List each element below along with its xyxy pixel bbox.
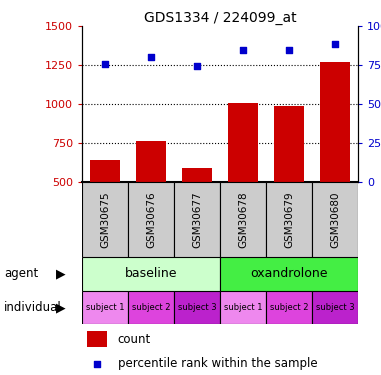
Text: count: count: [118, 333, 151, 345]
Text: subject 1: subject 1: [86, 303, 124, 312]
Text: ▶: ▶: [56, 267, 66, 280]
Text: subject 2: subject 2: [132, 303, 170, 312]
Bar: [320, 62, 350, 182]
Bar: [174, 182, 220, 257]
Point: [194, 63, 200, 69]
Point: [332, 41, 338, 47]
Text: baseline: baseline: [125, 267, 177, 280]
Bar: [274, 106, 304, 182]
Point: [102, 62, 108, 68]
Text: percentile rank within the sample: percentile rank within the sample: [118, 357, 317, 370]
Bar: [128, 182, 174, 257]
Text: GSM30679: GSM30679: [284, 191, 294, 248]
Text: GSM30680: GSM30680: [330, 191, 340, 248]
Bar: [87, 331, 107, 347]
Bar: [174, 291, 220, 324]
Bar: [82, 257, 220, 291]
Text: subject 2: subject 2: [270, 303, 308, 312]
Point: [240, 46, 246, 53]
Text: subject 3: subject 3: [178, 303, 216, 312]
Bar: [136, 141, 166, 182]
Bar: [266, 291, 312, 324]
Text: GSM30676: GSM30676: [146, 191, 156, 248]
Text: GSM30678: GSM30678: [238, 191, 248, 248]
Bar: [82, 182, 128, 257]
Point: [286, 46, 292, 53]
Text: GSM30675: GSM30675: [100, 191, 110, 248]
Point: [148, 54, 154, 60]
Bar: [312, 182, 358, 257]
Text: agent: agent: [4, 267, 38, 280]
Bar: [266, 182, 312, 257]
Text: ▶: ▶: [56, 301, 66, 314]
Text: GSM30677: GSM30677: [192, 191, 202, 248]
Point: [94, 361, 100, 367]
Text: subject 1: subject 1: [224, 303, 262, 312]
Text: subject 3: subject 3: [316, 303, 354, 312]
Bar: [228, 102, 258, 182]
Bar: [220, 257, 358, 291]
Text: oxandrolone: oxandrolone: [250, 267, 328, 280]
Bar: [312, 291, 358, 324]
Bar: [220, 291, 266, 324]
Bar: [220, 182, 266, 257]
Bar: [182, 168, 212, 182]
Title: GDS1334 / 224099_at: GDS1334 / 224099_at: [144, 11, 296, 25]
Bar: [90, 160, 120, 182]
Text: individual: individual: [4, 301, 62, 314]
Bar: [128, 291, 174, 324]
Bar: [82, 291, 128, 324]
